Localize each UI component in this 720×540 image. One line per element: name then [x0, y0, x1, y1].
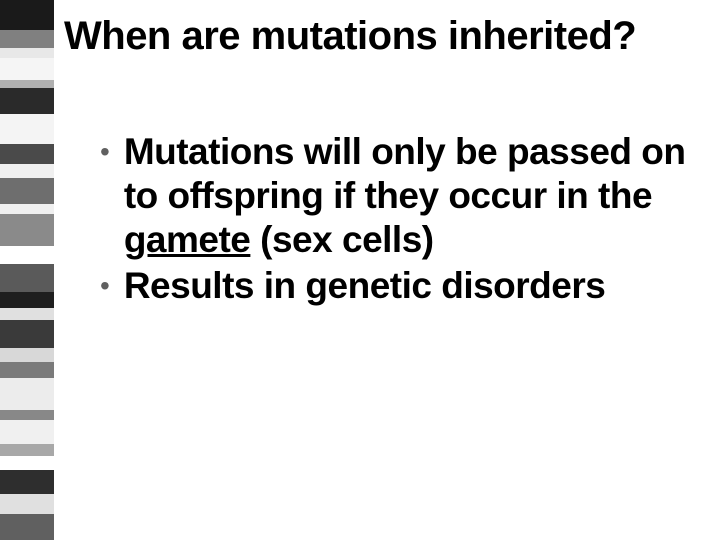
sidebar-tick — [0, 292, 54, 308]
sidebar-tick — [0, 348, 54, 362]
sidebar-tick — [0, 470, 54, 494]
sidebar-tick — [0, 48, 54, 58]
slide-title: When are mutations inherited? — [64, 14, 636, 59]
sidebar-tick — [0, 410, 54, 420]
sidebar-tick — [0, 320, 54, 348]
sidebar-tick — [0, 308, 54, 320]
sidebar-tick — [0, 144, 54, 164]
sidebar-tick — [0, 178, 54, 204]
sidebar-tick — [0, 80, 54, 88]
decorative-sidebar — [0, 0, 54, 540]
sidebar-tick — [0, 164, 54, 178]
sidebar-tick — [0, 58, 54, 80]
slide-body: • Mutations will only be passed on to of… — [100, 130, 710, 310]
sidebar-tick — [0, 246, 54, 264]
sidebar-tick — [0, 204, 54, 214]
bullet-text: Results in genetic disorders — [124, 264, 606, 308]
sidebar-tick — [0, 444, 54, 456]
sidebar-tick — [0, 30, 54, 48]
sidebar-tick — [0, 494, 54, 514]
sidebar-tick — [0, 264, 54, 292]
bullet-item: • Results in genetic disorders — [100, 264, 710, 308]
sidebar-tick — [0, 514, 54, 540]
sidebar-tick — [0, 0, 54, 30]
bullet-text: Mutations will only be passed on to offs… — [124, 130, 710, 262]
bullet-icon: • — [100, 130, 110, 174]
sidebar-tick — [0, 114, 54, 144]
sidebar-tick — [0, 456, 54, 470]
bullet-icon: • — [100, 264, 110, 308]
sidebar-tick — [0, 362, 54, 378]
sidebar-tick — [0, 378, 54, 410]
sidebar-tick — [0, 88, 54, 114]
bullet-item: • Mutations will only be passed on to of… — [100, 130, 710, 262]
sidebar-tick — [0, 214, 54, 246]
sidebar-tick — [0, 420, 54, 444]
